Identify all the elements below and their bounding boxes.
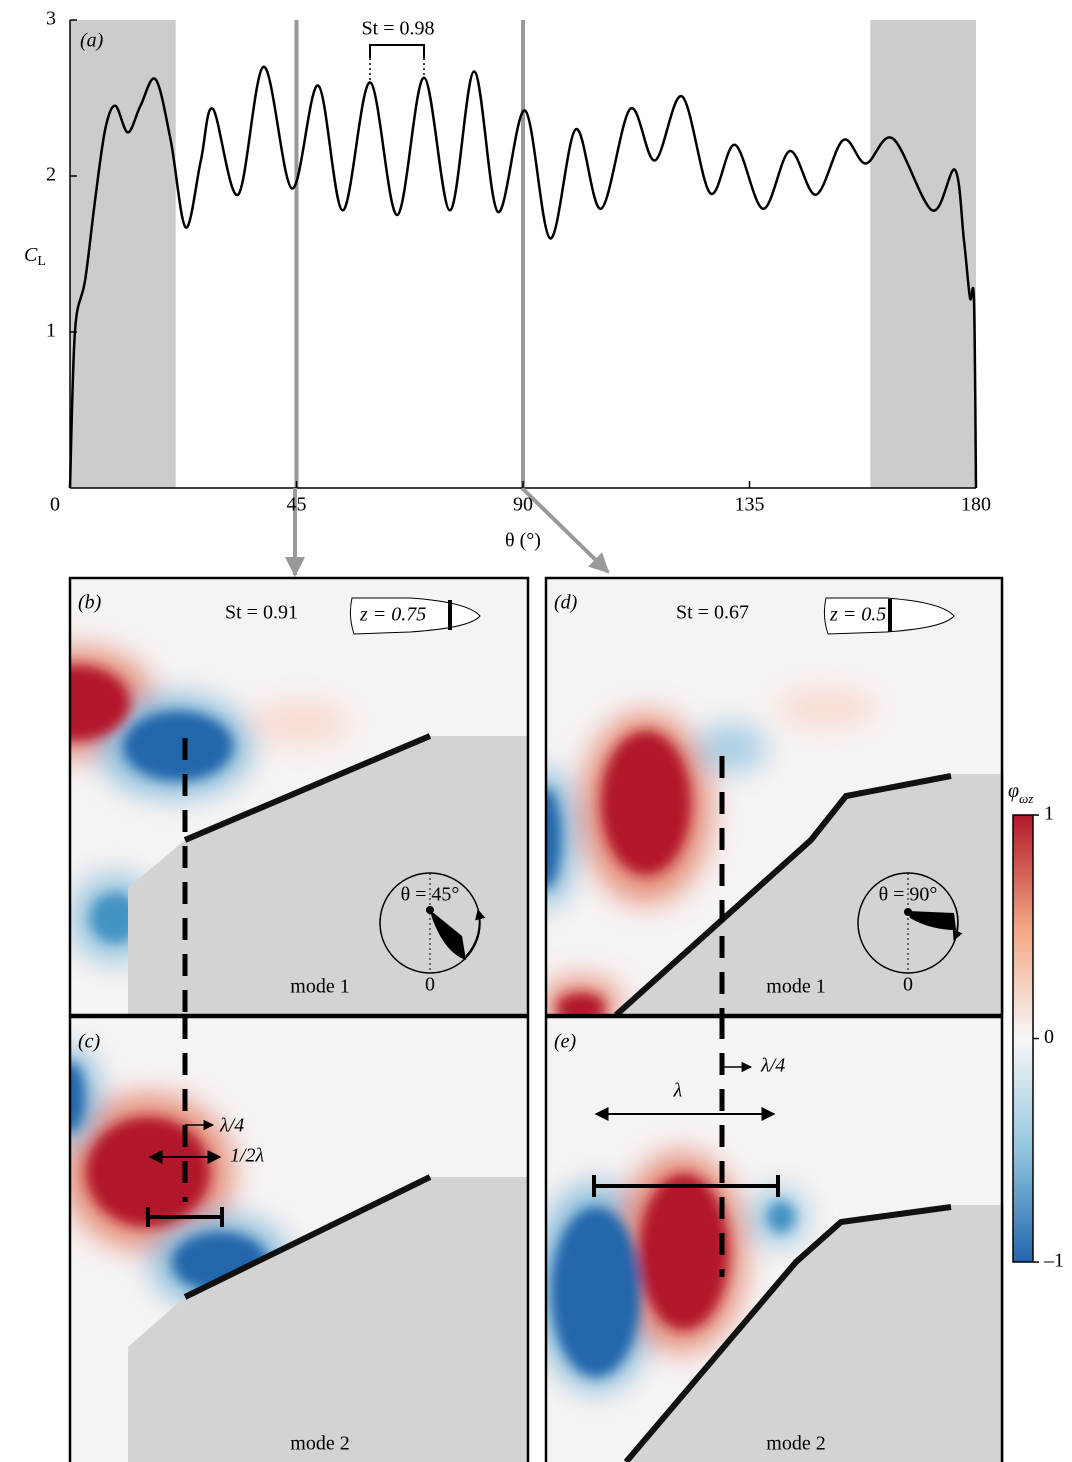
x-tick-label: 135 (735, 494, 765, 516)
line-chart: (a) St = 0.98 CL θ (°) 1 2 3 0 45 90 135 180 (24, 8, 991, 575)
y-axis-label: CL (24, 244, 46, 270)
colorbar-label: φωz (1008, 780, 1033, 806)
colorbar: φωz 1 0 –1 (1008, 780, 1064, 1272)
shaded-region (870, 20, 976, 488)
mode-label: mode 1 (290, 976, 349, 998)
annotation: 1/2λ (230, 1145, 265, 1167)
y-tick-label: 3 (46, 8, 56, 30)
y-tick-label: 1 (46, 320, 56, 342)
bracket-dots (370, 58, 424, 82)
strouhal: St = 0.67 (676, 602, 749, 624)
strouhal: St = 0.91 (225, 602, 298, 624)
panel-label: (a) (80, 30, 104, 52)
panel-label: (b) (78, 592, 102, 614)
panel-label: (c) (78, 1031, 101, 1053)
panel-e: (e) λ/4 λ mode 2 (534, 1017, 1004, 1462)
x-tick-label: 45 (287, 494, 307, 516)
colorbar-tick-label: –1 (1043, 1250, 1064, 1272)
mode-label: mode 2 (766, 1433, 825, 1455)
x-tick-label: 0 (50, 494, 60, 516)
panel-b: (b) St = 0.91 z = 0.75 θ = 45° 0 mode 1 (5, 578, 528, 1015)
mode-label: mode 1 (766, 976, 825, 998)
mode-label: mode 2 (290, 1433, 349, 1455)
annotation: St = 0.98 (362, 18, 435, 40)
span-position: z = 0.75 (359, 604, 426, 626)
x-axis-label: θ (°) (505, 530, 541, 552)
x-tick-label: 90 (513, 494, 533, 516)
annotation: λ/4 (219, 1115, 244, 1137)
span-position: z = 0.5 (829, 604, 886, 626)
angle: θ = 45° (401, 884, 460, 906)
angle-zero: 0 (425, 974, 435, 996)
panel-c: (c) λ/4 1/2λ mode 2 (40, 1017, 528, 1462)
colorbar-tick-label: 0 (1044, 1026, 1054, 1048)
angle-zero: 0 (903, 974, 913, 996)
annotation: λ (673, 1080, 683, 1102)
bracket (370, 45, 424, 58)
figure: (a) St = 0.98 CL θ (°) 1 2 3 0 45 90 135 180 (0, 0, 1072, 1462)
panel-d: (d) St = 0.67 z = 0.5 θ = 90° 0 mode 1 (516, 578, 1004, 1028)
panel-label: (d) (554, 592, 578, 614)
angle: θ = 90° (879, 884, 938, 906)
x-tick-label: 180 (961, 494, 991, 516)
annotation: λ/4 (760, 1055, 785, 1077)
colorbar-tick-label: 1 (1044, 803, 1054, 825)
y-tick-label: 2 (46, 164, 56, 186)
panel-label: (e) (554, 1031, 577, 1053)
